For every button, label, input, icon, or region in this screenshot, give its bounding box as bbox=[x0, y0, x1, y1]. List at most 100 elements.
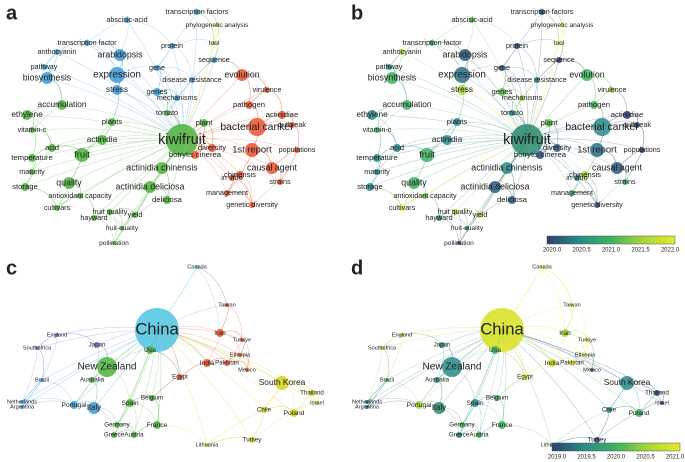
node bbox=[144, 181, 156, 193]
node-label: storage bbox=[12, 182, 38, 191]
edge bbox=[56, 51, 183, 141]
edge bbox=[31, 128, 183, 141]
node bbox=[166, 124, 198, 156]
node-label: Iran bbox=[214, 330, 226, 337]
node-label: kiwifruit bbox=[158, 132, 206, 148]
node-label: acid bbox=[45, 143, 59, 152]
edge bbox=[516, 45, 538, 81]
node-label: chinensis bbox=[224, 170, 256, 179]
node-label: abscisic-acid bbox=[451, 15, 492, 24]
node-label: mechanisms bbox=[157, 93, 198, 102]
node bbox=[91, 215, 97, 221]
node-label: Belgium bbox=[141, 395, 163, 402]
node bbox=[433, 402, 445, 414]
node-label: Taiwan bbox=[563, 302, 580, 308]
node bbox=[553, 144, 561, 152]
node bbox=[429, 40, 435, 46]
node-label: Turkey bbox=[588, 437, 608, 444]
node bbox=[539, 9, 545, 15]
node bbox=[581, 171, 589, 179]
node bbox=[408, 177, 420, 189]
node-label: Netherlands bbox=[7, 399, 37, 405]
node-label: temperature bbox=[356, 153, 397, 162]
edge bbox=[56, 333, 98, 346]
node bbox=[189, 77, 195, 83]
node-label: England bbox=[47, 332, 68, 338]
node-label: Pakistan bbox=[560, 360, 584, 367]
node-label: antioxidant capacity bbox=[393, 191, 457, 200]
node bbox=[203, 359, 211, 367]
node bbox=[266, 162, 278, 174]
node bbox=[94, 342, 100, 348]
node bbox=[574, 175, 580, 181]
node bbox=[480, 308, 524, 352]
edges bbox=[21, 266, 320, 446]
edge bbox=[551, 409, 610, 446]
node bbox=[41, 64, 47, 70]
edge bbox=[226, 304, 243, 341]
node-label: fruit bbox=[74, 148, 90, 159]
node bbox=[208, 144, 216, 152]
node bbox=[126, 399, 134, 407]
node bbox=[569, 190, 575, 196]
node bbox=[249, 437, 255, 443]
node bbox=[153, 88, 161, 96]
node bbox=[620, 376, 634, 390]
node bbox=[245, 368, 249, 372]
node bbox=[229, 175, 235, 181]
edge bbox=[156, 66, 193, 81]
node bbox=[454, 67, 470, 83]
node-label: India bbox=[200, 360, 215, 367]
node-label: actinidia chinensis bbox=[471, 162, 543, 172]
edge bbox=[24, 139, 183, 188]
panel-letter: d bbox=[351, 257, 363, 279]
node bbox=[639, 147, 645, 153]
node bbox=[245, 101, 253, 109]
colorbar bbox=[546, 235, 676, 245]
edge bbox=[541, 266, 573, 306]
node bbox=[561, 329, 569, 337]
node bbox=[84, 40, 90, 46]
node bbox=[570, 303, 574, 307]
edge bbox=[171, 39, 215, 47]
node bbox=[585, 338, 589, 342]
node-label: storage bbox=[357, 182, 383, 191]
panel: a kiwifruit expression biosynthesis arabidop… bbox=[6, 2, 316, 246]
edge bbox=[541, 266, 573, 306]
edge bbox=[386, 334, 403, 381]
node-label: quality bbox=[401, 177, 427, 187]
edge bbox=[56, 333, 98, 346]
node bbox=[471, 399, 479, 407]
node-label: Canada bbox=[187, 264, 207, 270]
node-label: South Korea bbox=[259, 377, 306, 387]
node bbox=[442, 357, 462, 377]
node bbox=[593, 118, 611, 136]
node-label: transcription factors bbox=[166, 7, 229, 16]
node bbox=[635, 409, 643, 417]
node-label: actinidia deliciosa bbox=[461, 181, 530, 191]
edge bbox=[471, 19, 518, 47]
node bbox=[420, 148, 434, 162]
node-label: genes bbox=[147, 87, 168, 96]
node-label: Chile bbox=[602, 407, 617, 414]
node bbox=[367, 110, 377, 120]
node-label: Turkiye bbox=[233, 337, 251, 343]
edge bbox=[196, 266, 228, 306]
node bbox=[590, 368, 594, 372]
node-label: stress bbox=[106, 84, 128, 94]
node-label: actinidiae bbox=[266, 110, 298, 119]
node bbox=[236, 69, 248, 81]
node bbox=[40, 378, 44, 382]
node-label: Poland bbox=[284, 410, 305, 417]
node bbox=[366, 183, 374, 191]
node bbox=[153, 421, 161, 429]
node-label: transcription factor bbox=[402, 38, 462, 47]
node bbox=[205, 443, 209, 447]
node-label: 1st report bbox=[232, 143, 272, 154]
node bbox=[20, 400, 24, 404]
node-label: Germany bbox=[449, 422, 475, 429]
node bbox=[41, 72, 53, 84]
node-label: Southafrica bbox=[23, 345, 52, 351]
node-label: botrytis cinerea bbox=[514, 150, 567, 159]
